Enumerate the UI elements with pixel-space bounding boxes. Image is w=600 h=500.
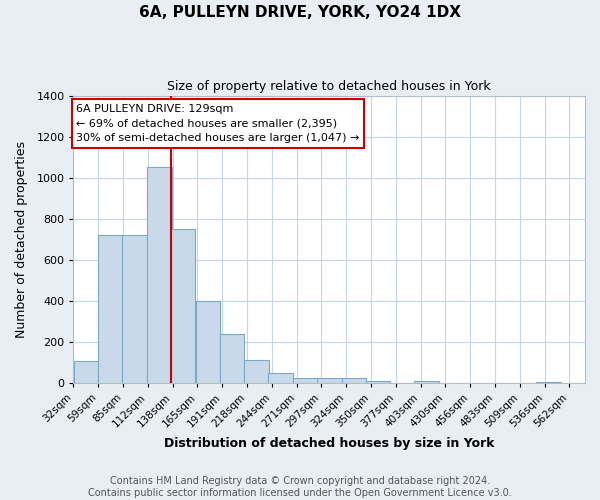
Bar	[536, 382, 561, 383]
Bar	[415, 380, 439, 383]
Bar	[147, 168, 172, 383]
Text: 6A, PULLEYN DRIVE, YORK, YO24 1DX: 6A, PULLEYN DRIVE, YORK, YO24 1DX	[139, 5, 461, 20]
Bar	[220, 334, 244, 383]
Bar	[98, 235, 123, 383]
Bar	[365, 380, 390, 383]
Title: Size of property relative to detached houses in York: Size of property relative to detached ho…	[167, 80, 491, 93]
Bar	[196, 300, 220, 383]
Bar	[342, 378, 366, 383]
Text: Contains HM Land Registry data © Crown copyright and database right 2024.
Contai: Contains HM Land Registry data © Crown c…	[88, 476, 512, 498]
Bar	[268, 373, 293, 383]
Bar	[122, 235, 147, 383]
Bar	[244, 360, 269, 383]
Bar	[171, 229, 196, 383]
Bar	[317, 378, 341, 383]
X-axis label: Distribution of detached houses by size in York: Distribution of detached houses by size …	[164, 437, 494, 450]
Bar	[74, 361, 98, 383]
Y-axis label: Number of detached properties: Number of detached properties	[15, 140, 28, 338]
Bar	[293, 378, 317, 383]
Text: 6A PULLEYN DRIVE: 129sqm
← 69% of detached houses are smaller (2,395)
30% of sem: 6A PULLEYN DRIVE: 129sqm ← 69% of detach…	[76, 104, 359, 144]
